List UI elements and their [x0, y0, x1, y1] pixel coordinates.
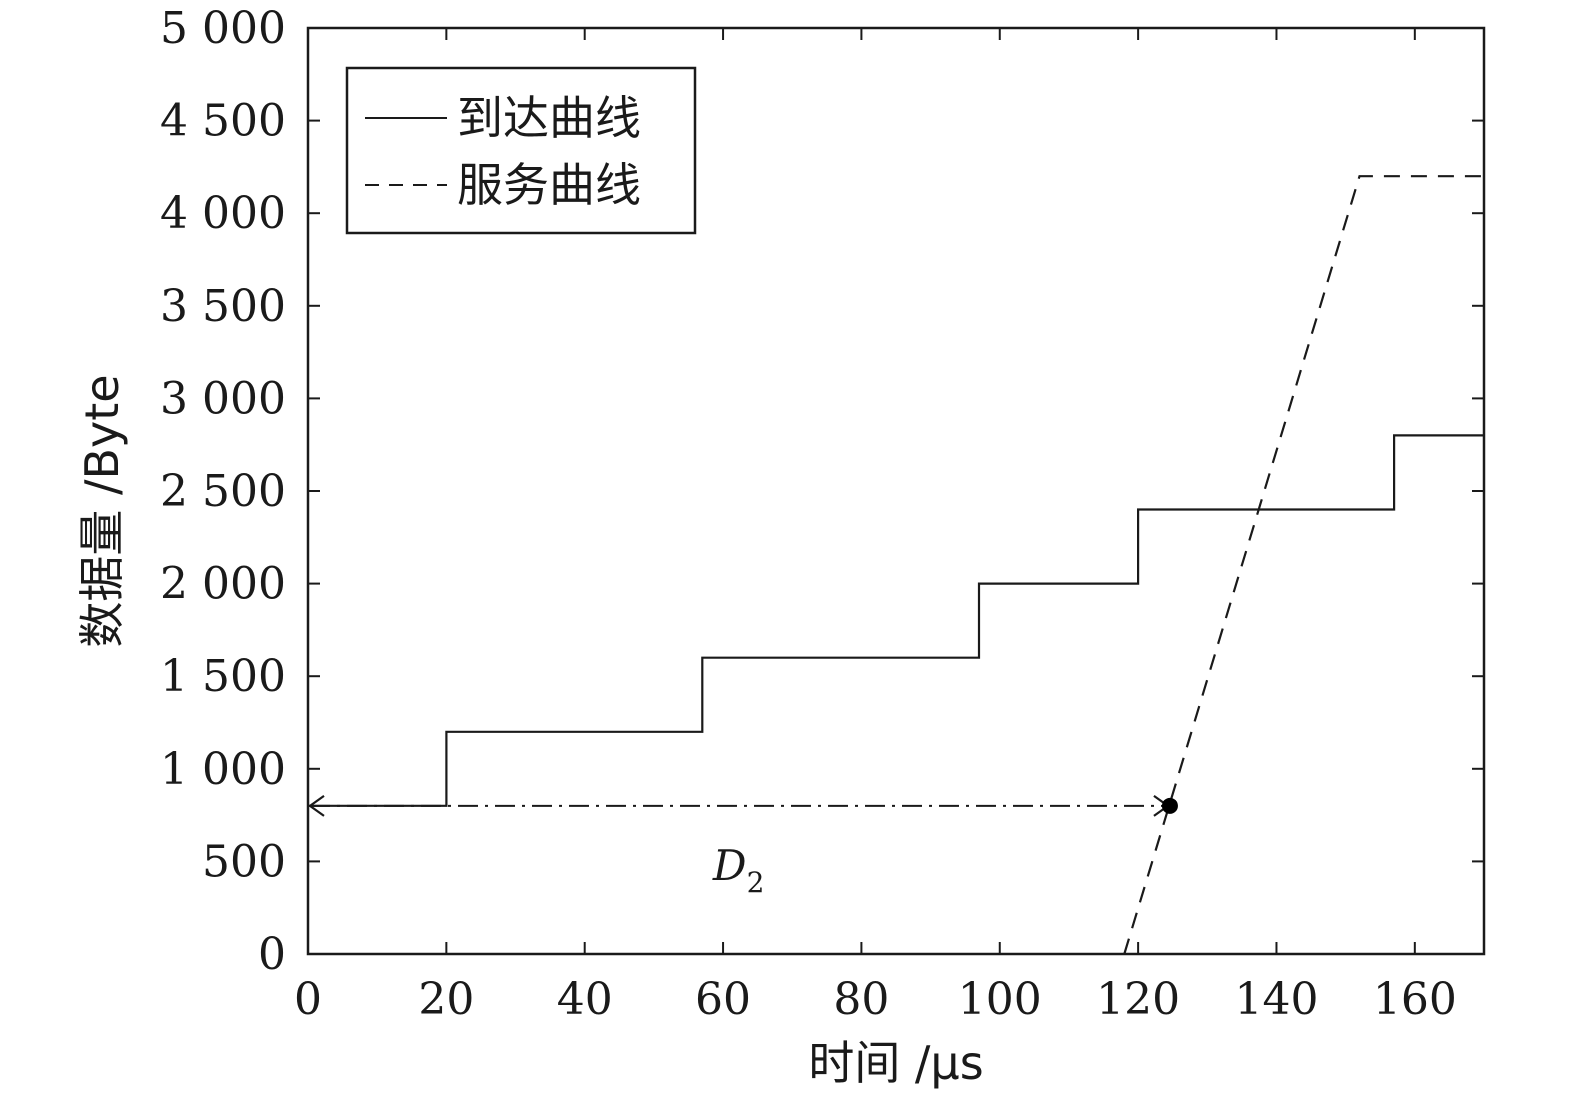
- axes-layer: 0 20 40 60 80 100 120 140 160 0 500 1 000 1 500 2 000…: [160, 3, 1484, 1025]
- y-tick-label: 1 500: [160, 651, 286, 702]
- y-tick-label: 2 000: [160, 559, 286, 610]
- y-tick-label: 4 000: [160, 188, 286, 239]
- arrival-curve-line: [308, 434, 1484, 807]
- annotation-d2-main: D: [712, 841, 747, 890]
- annotation-d2-end-dot: [1161, 797, 1178, 814]
- y-tick-label: 2 500: [160, 466, 286, 517]
- y-tick-label: 5 000: [160, 3, 286, 54]
- x-tick-label: 20: [418, 974, 474, 1025]
- x-tick-label: 60: [695, 974, 751, 1025]
- y-tick-label: 3 000: [160, 373, 286, 424]
- y-tick-label: 500: [202, 836, 286, 887]
- y-axis-label: 数据量 /Byte: [75, 374, 129, 647]
- legend-box: [345, 66, 697, 235]
- x-tick-label: 160: [1373, 974, 1457, 1025]
- annotation-layer: [308, 794, 1178, 817]
- annotation-d2-subscript: 2: [747, 866, 765, 899]
- y-tick-label: 0: [258, 929, 286, 980]
- x-tick-label: 40: [557, 974, 613, 1025]
- x-tick-label: 120: [1096, 974, 1180, 1025]
- y-tick-label: 3 500: [160, 281, 286, 332]
- legend: 到达曲线 服务曲线: [345, 66, 697, 235]
- service-curve-line: [1123, 175, 1484, 955]
- series-layer: [308, 175, 1484, 955]
- x-tick-label: 80: [833, 974, 889, 1025]
- annotation-d2-arrowhead-left: [308, 794, 325, 817]
- x-tick-label: 0: [294, 974, 322, 1025]
- x-tick-label: 100: [958, 974, 1042, 1025]
- x-tick-label: 140: [1234, 974, 1318, 1025]
- annotation-d2-label: D2: [712, 841, 765, 899]
- legend-label-arrival: 到达曲线: [457, 91, 641, 145]
- x-axis-label: 时间 /μs: [808, 1036, 983, 1090]
- legend-label-service: 服务曲线: [457, 158, 641, 212]
- y-tick-label: 1 000: [160, 744, 286, 795]
- y-tick-label: 4 500: [160, 96, 286, 147]
